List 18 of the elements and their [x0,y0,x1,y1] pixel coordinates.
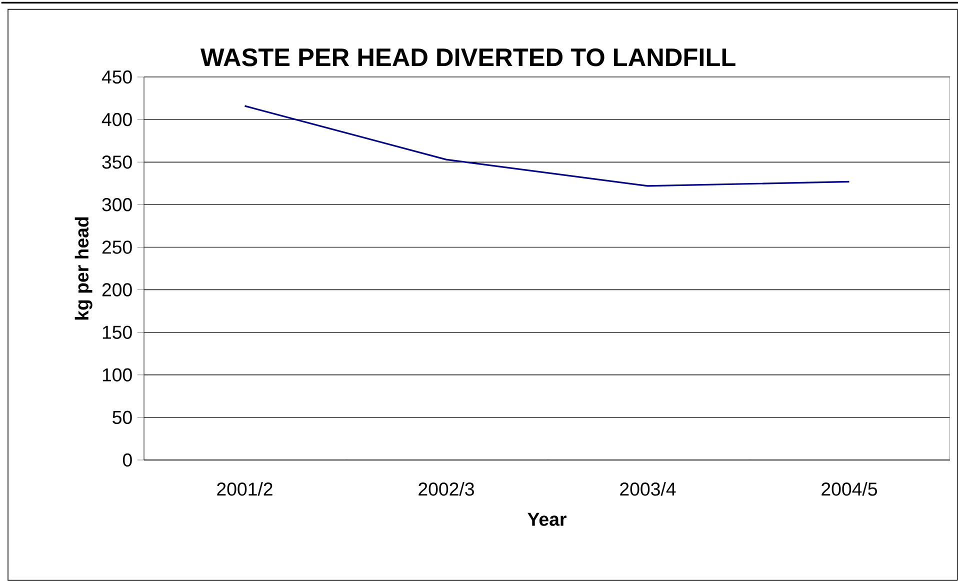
y-tick-label: 100 [102,368,132,382]
y-tick-label: 200 [102,283,132,296]
y-tick-label: 150 [102,326,132,339]
y-tick-label: 350 [102,155,132,169]
y-axis-title: kg per head [74,217,92,320]
x-tick-label: 2002/3 [418,482,474,496]
y-tick-label: 50 [112,410,132,424]
x-tick-label: 2003/4 [620,482,676,496]
chart-title: WASTE PER HEAD DIVERTED TO LANDFILL [200,48,736,66]
y-tick-label: 400 [102,112,132,126]
y-tick-label: 0 [122,453,132,467]
x-tick-label: 2001/2 [217,482,272,496]
x-tick-label: 2004/5 [822,482,877,496]
y-tick-label: 450 [102,70,132,84]
y-tick-label: 250 [102,240,132,254]
line-series [244,105,850,187]
x-axis-title: Year [528,512,566,526]
y-tick-label: 300 [102,198,132,212]
